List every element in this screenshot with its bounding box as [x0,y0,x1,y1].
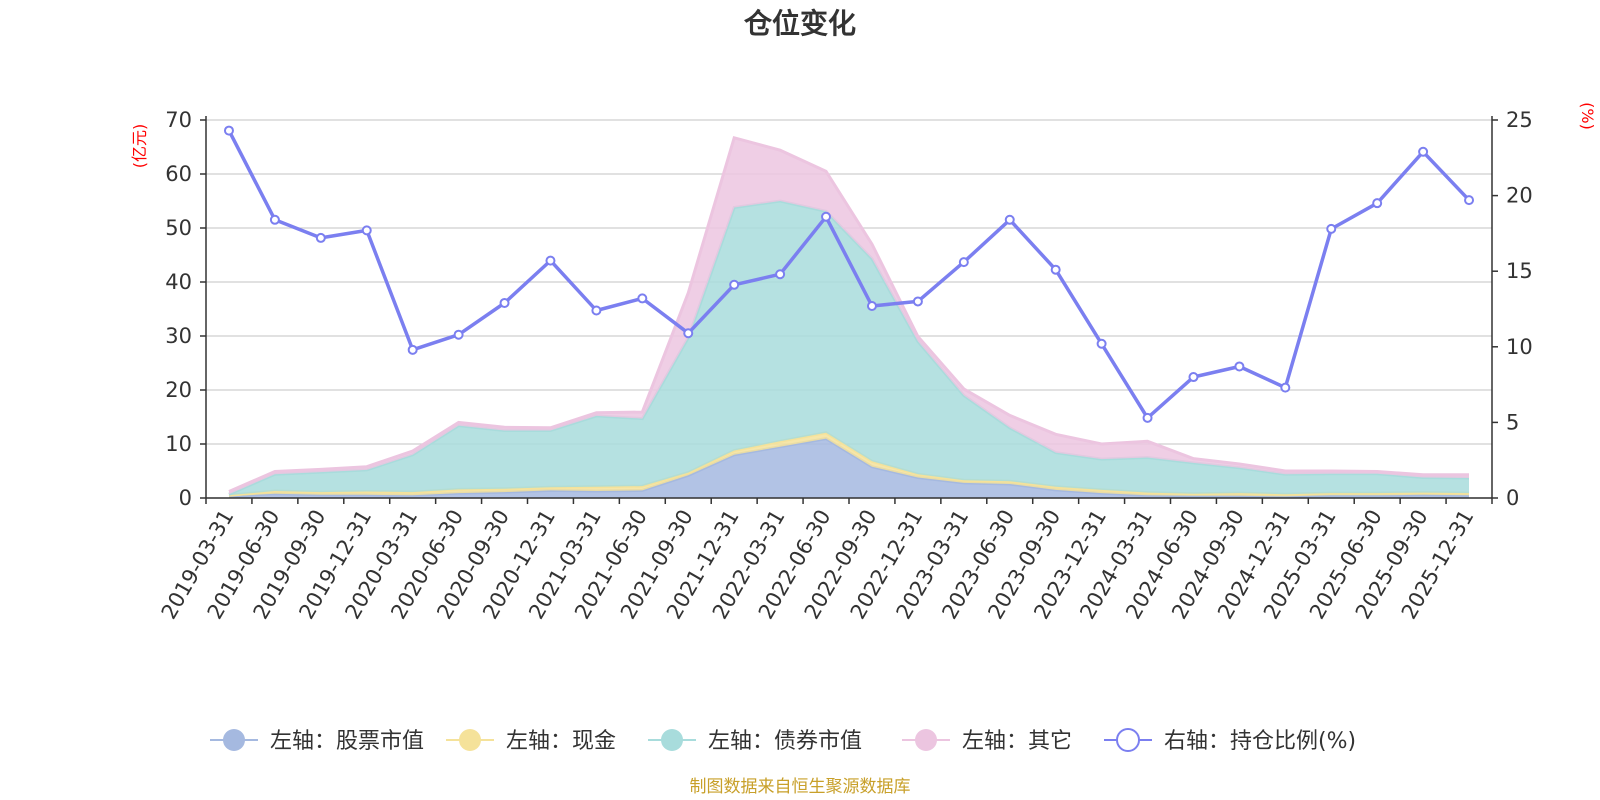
ratio-point [1372,198,1383,209]
legend-item: 左轴：现金 [446,729,616,754]
legend-marker [223,729,245,751]
area-左轴：债券市值 [229,201,1469,496]
ratio-point [683,328,694,339]
area-edge-左轴：其它 [228,135,1469,493]
ratio-point [1004,214,1015,225]
ratio-point [1096,338,1107,349]
legend-marker [1116,728,1140,752]
ratio-point [269,214,280,225]
ratio-point [407,344,418,355]
ratio-point [1142,412,1153,423]
legend-marker [459,729,481,751]
legend-label: 左轴：现金 [506,729,616,754]
right-tick-label: 25 [1506,108,1533,132]
ratio-point [958,257,969,268]
ratio-point [453,329,464,340]
ratio-point [315,232,326,243]
legend-marker [915,729,937,751]
right-tick-label: 15 [1506,259,1533,283]
ratio-point [223,125,234,136]
right-axis-unit: (%) [1578,102,1597,130]
left-tick-label: 50 [165,216,192,240]
right-tick-label: 5 [1506,410,1519,434]
left-tick-label: 20 [165,378,192,402]
ratio-point [1326,223,1337,234]
ratio-point [729,279,740,290]
legend-label: 左轴：其它 [962,729,1072,754]
left-tick-label: 40 [165,270,192,294]
legend-label: 右轴：持仓比例(%) [1164,729,1356,754]
left-tick-label: 70 [165,108,192,132]
area-edge-左轴：债券市值 [228,199,1470,496]
ratio-point [591,305,602,316]
ratio-point [821,211,832,222]
chart-title: 仓位变化 [744,7,856,40]
source-note: 制图数据来自恒生聚源数据库 [690,777,911,797]
right-tick-label: 10 [1506,335,1533,359]
ratio-point [1050,264,1061,275]
ratio-point [499,297,510,308]
ratio-point [1188,372,1199,383]
left-axis-unit: (亿元) [130,124,149,169]
stacked-areas [228,135,1470,498]
legend-item: 右轴：持仓比例(%) [1104,728,1356,754]
ratio-point [361,225,372,236]
ratio-point [866,300,877,311]
legend-item: 左轴：股票市值 [210,729,424,754]
legend-marker [661,729,683,751]
area-左轴：股票市值 [229,438,1469,498]
ratio-line [227,129,1471,420]
legend-item: 左轴：其它 [902,729,1072,754]
left-tick-label: 0 [179,486,192,510]
ratio-point [1464,195,1475,206]
right-tick-label: 20 [1506,184,1533,208]
ratio-point [1280,382,1291,393]
ratio-point [1418,146,1429,157]
legend-label: 左轴：债券市值 [708,729,862,754]
ratio-point [1234,361,1245,372]
ratio-line-series [223,125,1475,423]
legend-label: 左轴：股票市值 [270,729,424,754]
ratio-point [545,255,556,266]
legend: 左轴：股票市值 左轴：现金 左轴：债券市值 左轴：其它 右轴：持仓比例(%) [210,728,1356,754]
right-tick-label: 0 [1506,486,1519,510]
ratio-point [775,269,786,280]
left-tick-label: 30 [165,324,192,348]
ratio-point [637,293,648,304]
ratio-point [912,296,923,307]
left-tick-label: 10 [165,432,192,456]
legend-item: 左轴：债券市值 [648,729,862,754]
left-tick-label: 60 [165,162,192,186]
